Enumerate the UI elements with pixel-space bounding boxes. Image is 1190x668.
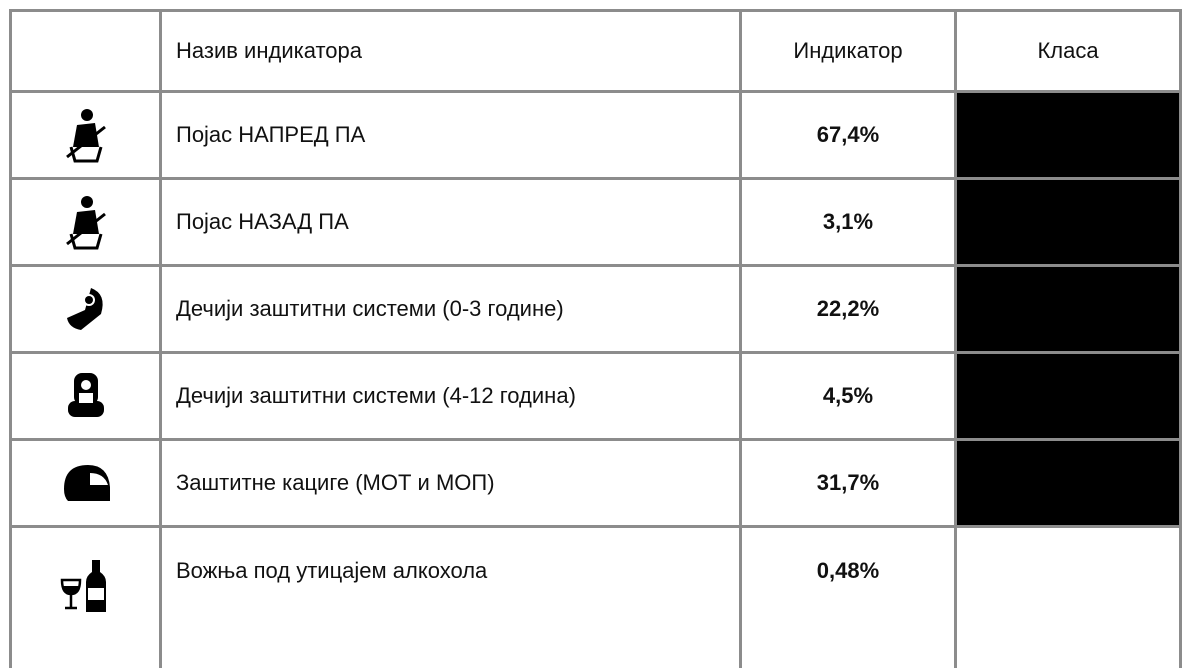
icon [58,558,114,614]
icon [60,461,112,505]
indicator-name: Заштитне кациге (МОТ и МОП) [161,440,741,527]
class-cell [956,179,1181,266]
icon [66,371,106,421]
icon-cell [11,179,161,266]
class-cell [956,92,1181,179]
icon-cell [11,353,161,440]
indicator-table: Назив индикатора Индикатор Класа Појас Н… [9,9,1182,668]
class-cell [956,353,1181,440]
class-cell [956,440,1181,527]
indicator-name: Дечији заштитни системи (4-12 година) [161,353,741,440]
icon-header [11,11,161,92]
class-cell [956,266,1181,353]
data-row: Дечији заштитни системи (0-3 године)22,2… [11,266,1181,353]
indicator-name: Појас НАПРЕД ПА [161,92,741,179]
indicator-value: 0,48% [741,527,956,668]
indicator-name: Појас НАЗАД ПА [161,179,741,266]
icon [61,194,111,250]
indicator-name: Дечији заштитни системи (0-3 године) [161,266,741,353]
icon-cell [11,527,161,668]
icon [61,107,111,163]
icon-cell [11,440,161,527]
header-row: Назив индикатора Индикатор Класа [11,11,1181,92]
data-row: Дечији заштитни системи (4-12 година)4,5… [11,353,1181,440]
indicator-value: 4,5% [741,353,956,440]
header-cell: Назив индикатора [161,11,741,92]
header-cell: Индикатор [741,11,956,92]
header-cell: Класа [956,11,1181,92]
icon-cell [11,92,161,179]
page: Назив индикатора Индикатор Класа Појас Н… [0,0,1190,634]
indicator-value: 3,1% [741,179,956,266]
class-cell [956,527,1181,668]
indicator-name: Вожња под утицајем алкохола [161,527,741,668]
indicator-value: 31,7% [741,440,956,527]
indicator-value: 67,4% [741,92,956,179]
icon [61,284,111,334]
indicator-value: 22,2% [741,266,956,353]
icon-cell [11,266,161,353]
data-row: Заштитне кациге (МОТ и МОП)31,7% [11,440,1181,527]
